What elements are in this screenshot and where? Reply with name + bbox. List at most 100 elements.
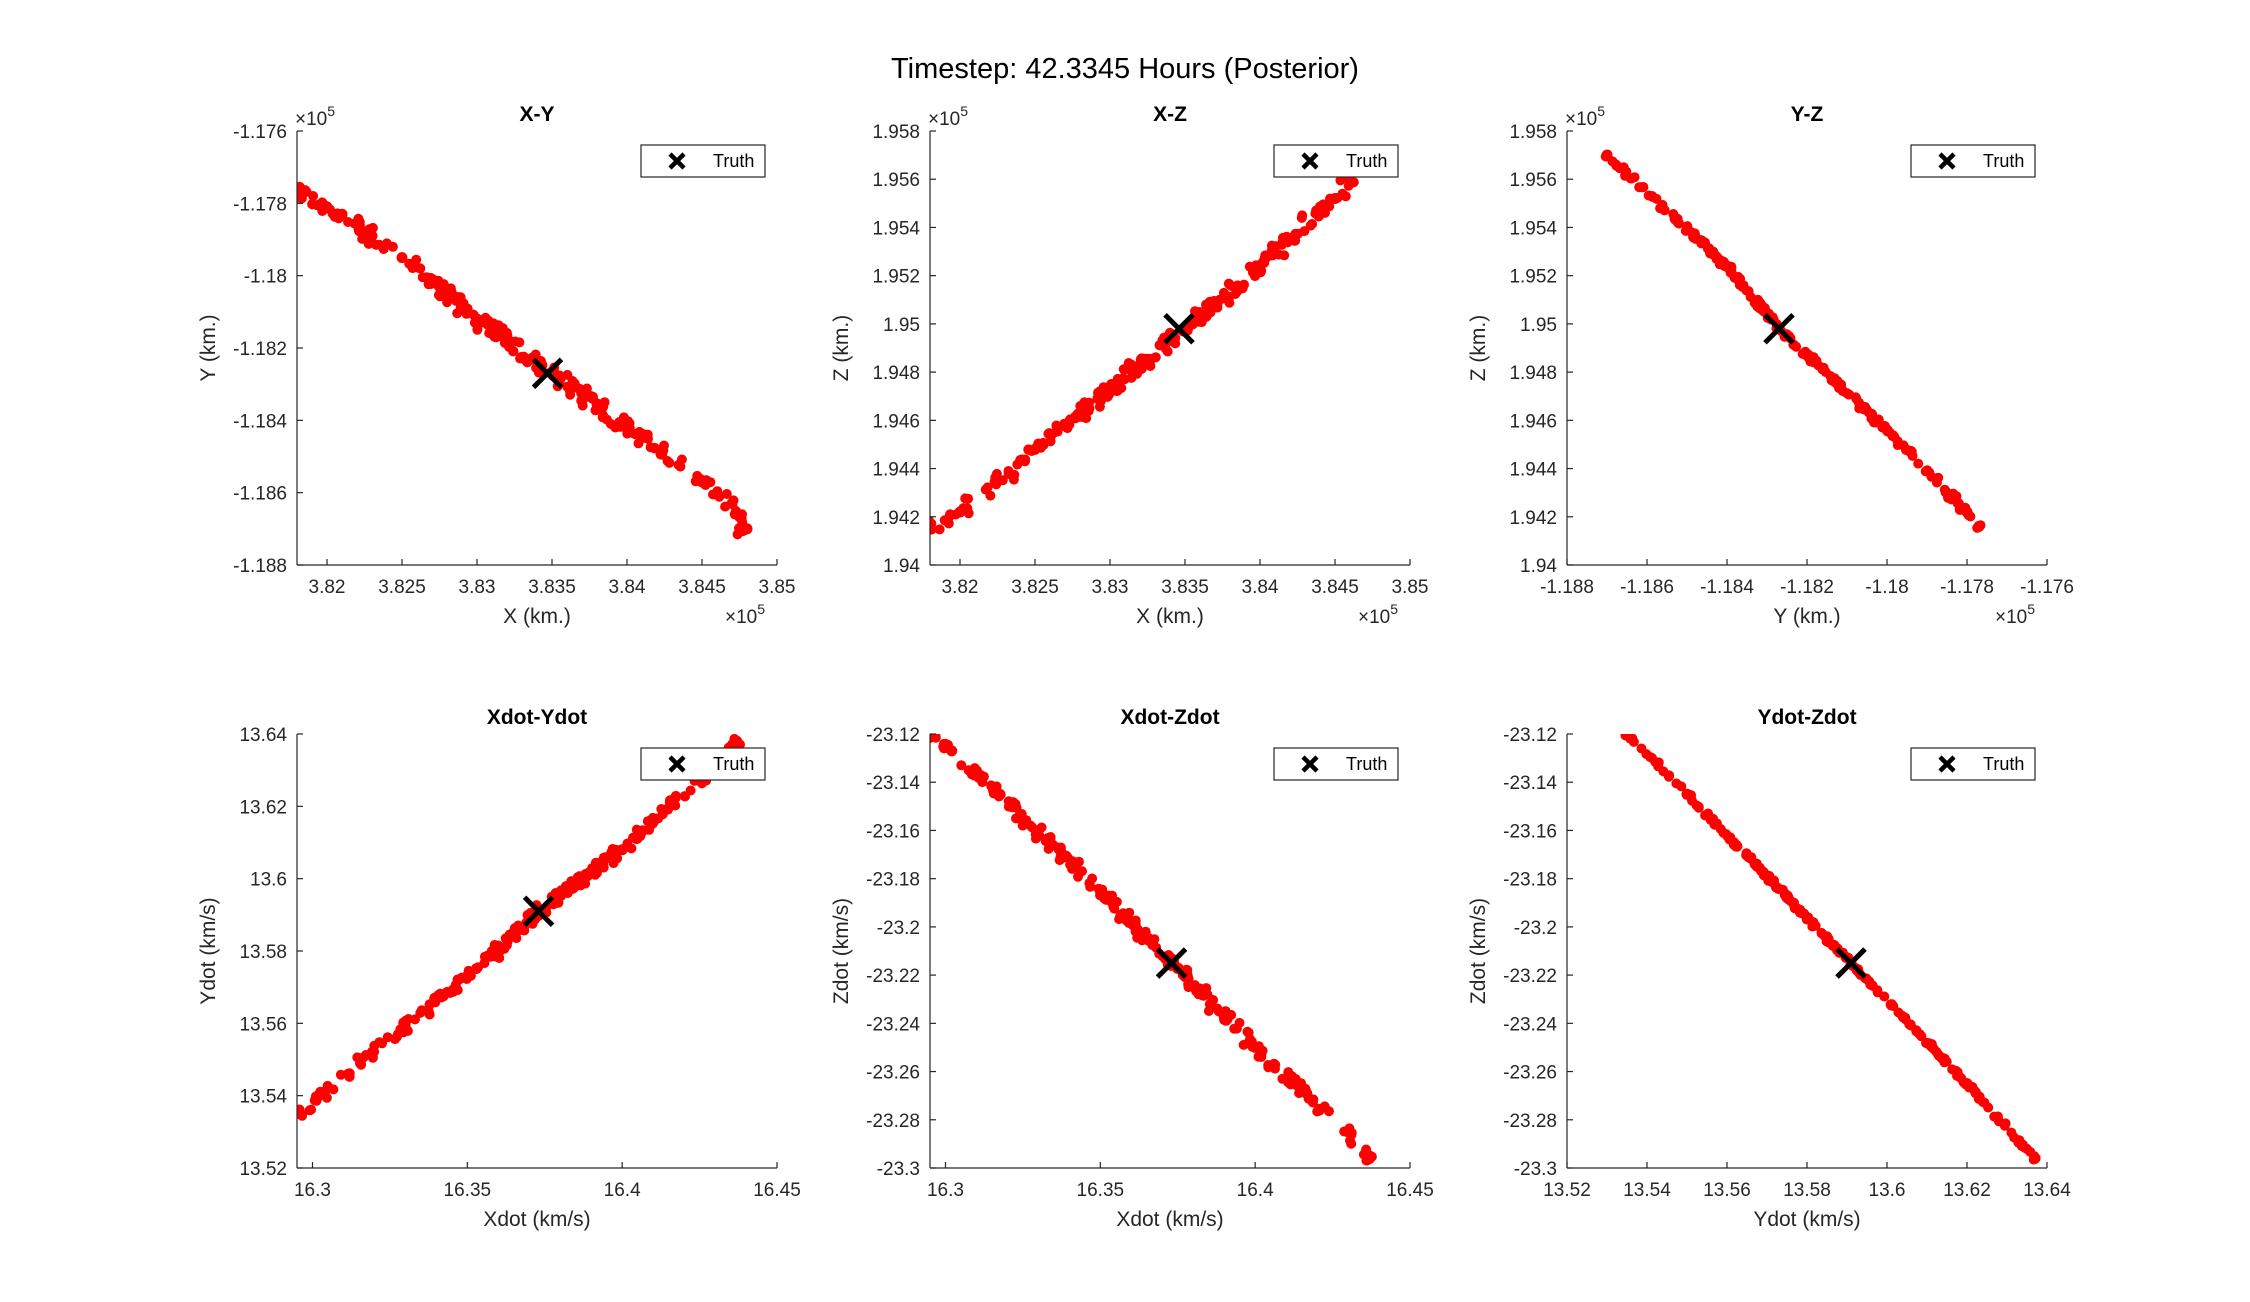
sample-point xyxy=(400,1019,411,1030)
sample-point xyxy=(473,962,484,973)
sample-point xyxy=(1941,1056,1952,1067)
sample-point xyxy=(662,456,673,466)
y-tick-label: -23.26 xyxy=(866,1063,920,1084)
sample-point xyxy=(1721,829,1732,840)
sample-point xyxy=(1297,210,1308,221)
panel-title: Xdot-Ydot xyxy=(487,706,587,729)
sample-point xyxy=(1906,446,1917,457)
sample-point xyxy=(621,422,633,434)
sample-point xyxy=(963,493,974,504)
x-tick-label: 16.45 xyxy=(1386,1180,1434,1201)
x-tick-label: 13.6 xyxy=(1869,1180,1906,1201)
sample-point xyxy=(1906,1020,1916,1031)
sample-point xyxy=(1126,372,1137,383)
sample-point xyxy=(1705,813,1715,823)
y-tick-label: 1.948 xyxy=(872,363,920,384)
sample-point xyxy=(1030,829,1041,840)
x-tick-label: 3.845 xyxy=(678,577,726,598)
sample-point xyxy=(1219,1014,1229,1025)
sample-point xyxy=(374,239,385,250)
sample-point xyxy=(1668,209,1679,219)
sample-point xyxy=(1785,896,1796,907)
sample-point xyxy=(1294,1088,1305,1099)
sample-point xyxy=(1307,1097,1318,1108)
sample-point xyxy=(1647,191,1658,202)
sample-point xyxy=(1329,193,1341,204)
y-tick-label: -23.18 xyxy=(866,870,920,891)
x-tick-label: 13.64 xyxy=(2023,1180,2071,1201)
sample-point xyxy=(1773,884,1784,894)
y-tick-label: -23.24 xyxy=(1503,1014,1557,1035)
sample-point xyxy=(1038,440,1049,450)
sample-point xyxy=(343,1068,354,1079)
x-axis-label: X (km.) xyxy=(503,605,571,628)
sample-point xyxy=(610,422,621,433)
x-tick-label: 3.84 xyxy=(1242,577,1279,598)
sample-point xyxy=(1008,474,1019,485)
sample-point xyxy=(1003,466,1014,476)
sample-point xyxy=(645,442,656,453)
x-tick-label: 3.83 xyxy=(459,577,496,598)
sample-point xyxy=(1681,788,1693,800)
sample-point xyxy=(1731,840,1742,851)
sample-point xyxy=(1758,866,1769,877)
y-tick-label: 13.54 xyxy=(239,1087,287,1108)
x-tick-label: 3.82 xyxy=(309,577,346,598)
sample-point xyxy=(522,357,533,368)
sample-point xyxy=(734,523,744,534)
y-tick-label: 1.948 xyxy=(1509,363,1557,384)
sample-point xyxy=(1279,250,1290,261)
sample-point xyxy=(358,1052,369,1063)
y-tick-label: 1.942 xyxy=(1509,508,1557,529)
sample-point xyxy=(307,199,318,210)
legend: Truth xyxy=(1273,747,1399,781)
y-tick-label: -1.18 xyxy=(244,267,287,288)
sample-point xyxy=(1206,1000,1216,1011)
sample-point xyxy=(1680,225,1691,236)
legend: Truth xyxy=(640,144,766,178)
legend-box xyxy=(640,144,766,178)
sample-point xyxy=(1797,348,1808,359)
truth-marker xyxy=(522,895,555,927)
sample-point xyxy=(391,1031,402,1042)
sample-point xyxy=(427,274,438,285)
sample-point xyxy=(598,401,609,412)
x-tick-label: 16.3 xyxy=(927,1180,964,1201)
sample-point xyxy=(328,1084,339,1095)
sample-point xyxy=(568,883,578,894)
sample-point xyxy=(366,230,378,242)
x-tick-label: 16.4 xyxy=(1237,1180,1274,1201)
x-tick-label: 13.62 xyxy=(1943,1180,1991,1201)
sample-point xyxy=(1659,205,1670,215)
sample-point xyxy=(308,191,319,201)
sample-point xyxy=(954,506,966,518)
sample-point xyxy=(1121,915,1132,926)
sample-point xyxy=(1961,506,1973,518)
y-tick-label: 1.946 xyxy=(872,411,920,432)
sample-point xyxy=(1206,299,1217,310)
y-tick-label: 1.94 xyxy=(1520,556,1557,577)
figure-title: Timestep: 42.3345 Hours (Posterior) xyxy=(891,53,1359,85)
sample-point xyxy=(446,287,457,298)
y-tick-label: -23.22 xyxy=(866,966,920,987)
x-exponent-label: ×105 xyxy=(1995,601,2035,628)
y-tick-label: 13.56 xyxy=(239,1014,287,1035)
sample-point xyxy=(1612,161,1623,171)
sample-point xyxy=(1999,1120,2010,1131)
y-axis-label: Z (km.) xyxy=(830,315,853,381)
sample-point xyxy=(736,513,747,524)
sample-point xyxy=(930,734,939,740)
sample-point xyxy=(1077,866,1087,877)
sample-point xyxy=(297,1108,306,1120)
sample-point xyxy=(1939,484,1950,495)
sample-point xyxy=(1293,228,1303,239)
sample-point xyxy=(997,475,1008,486)
sample-point xyxy=(1710,250,1721,261)
sample-point xyxy=(975,769,986,780)
x-tick-label: 16.35 xyxy=(1077,1180,1125,1201)
sample-point xyxy=(1734,280,1745,290)
sample-point xyxy=(1065,414,1076,425)
sample-point xyxy=(410,1014,420,1025)
sample-point xyxy=(366,1046,377,1057)
